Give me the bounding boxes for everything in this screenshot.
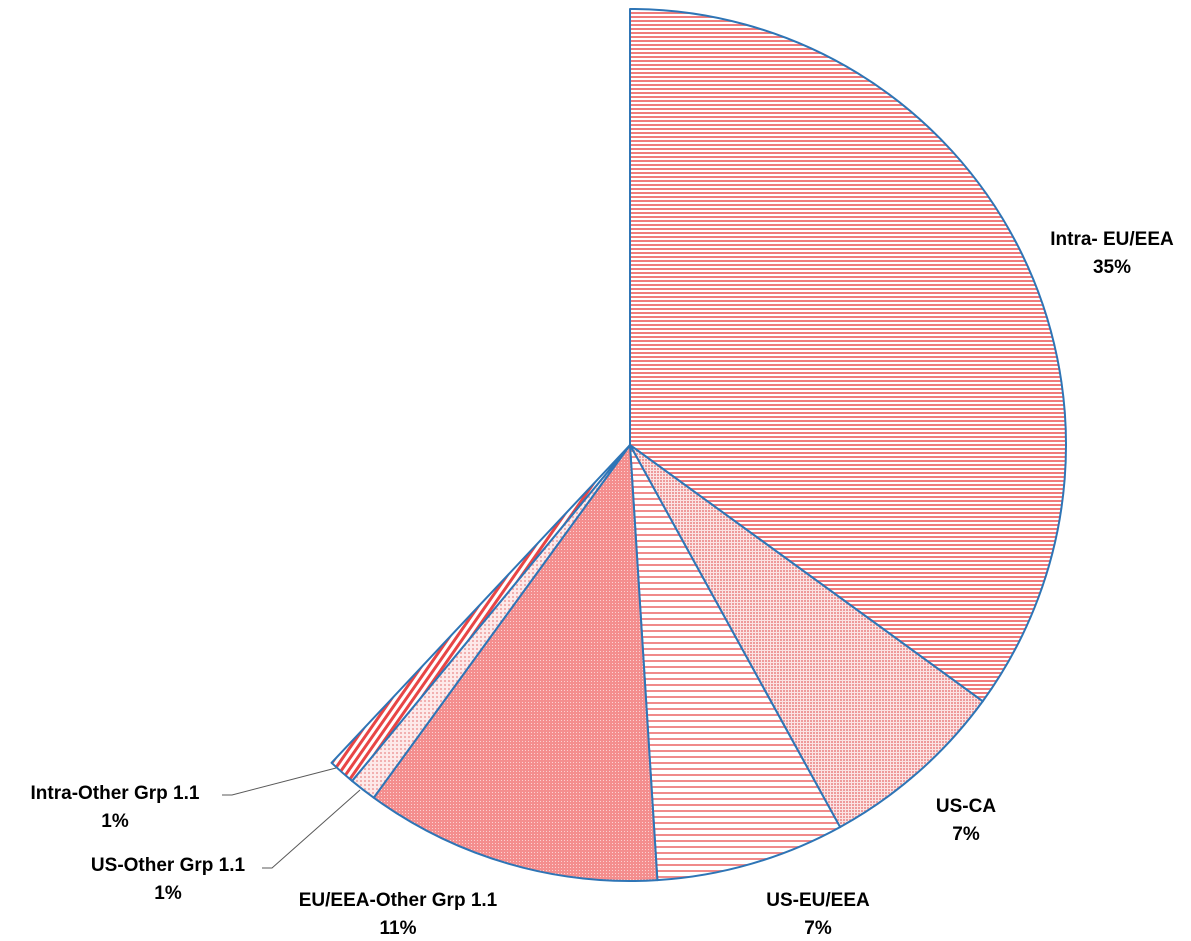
slice-eu-eea-other-grp-1-1 [372,444,659,882]
slice-intra-other-grp-1-1 [330,444,631,782]
slice-label-us-other-grp-1-1: US-Other Grp 1.1 [91,855,246,876]
slice-label-us-ca: US-CA [936,796,996,817]
slice-label-intra-eu-eea: Intra- EU/EEA [1050,229,1174,250]
slice-label-intra-other-grp-1-1: Intra-Other Grp 1.1 [31,783,200,804]
pie-slices [330,8,1067,882]
slice-value-intra-eu-eea: 35% [1093,257,1131,278]
slice-value-intra-other-grp-1-1: 1% [101,811,129,832]
leader-line-intra-other-grp-1-1 [222,767,337,796]
slice-label-eu-eea-other-grp-1-1: EU/EEA-Other Grp 1.1 [299,890,498,911]
slice-intra-eu-eea [629,8,1067,703]
slice-value-us-eu-eea: 7% [804,918,832,939]
leader-line-us-other-grp-1-1 [262,789,361,869]
leader-lines [222,767,361,869]
slice-label-us-eu-eea: US-EU/EEA [766,890,870,911]
slice-value-eu-eea-other-grp-1-1: 11% [380,918,417,939]
slice-value-us-ca: 7% [952,824,980,845]
slice-us-ca [629,444,984,829]
slice-value-us-other-grp-1-1: 1% [154,883,182,904]
slice-labels: Intra- EU/EEA 35% US-CA 7% US-EU/EEA 7% EU/EEA… [31,229,1174,939]
slice-us-eu-eea [629,444,842,882]
